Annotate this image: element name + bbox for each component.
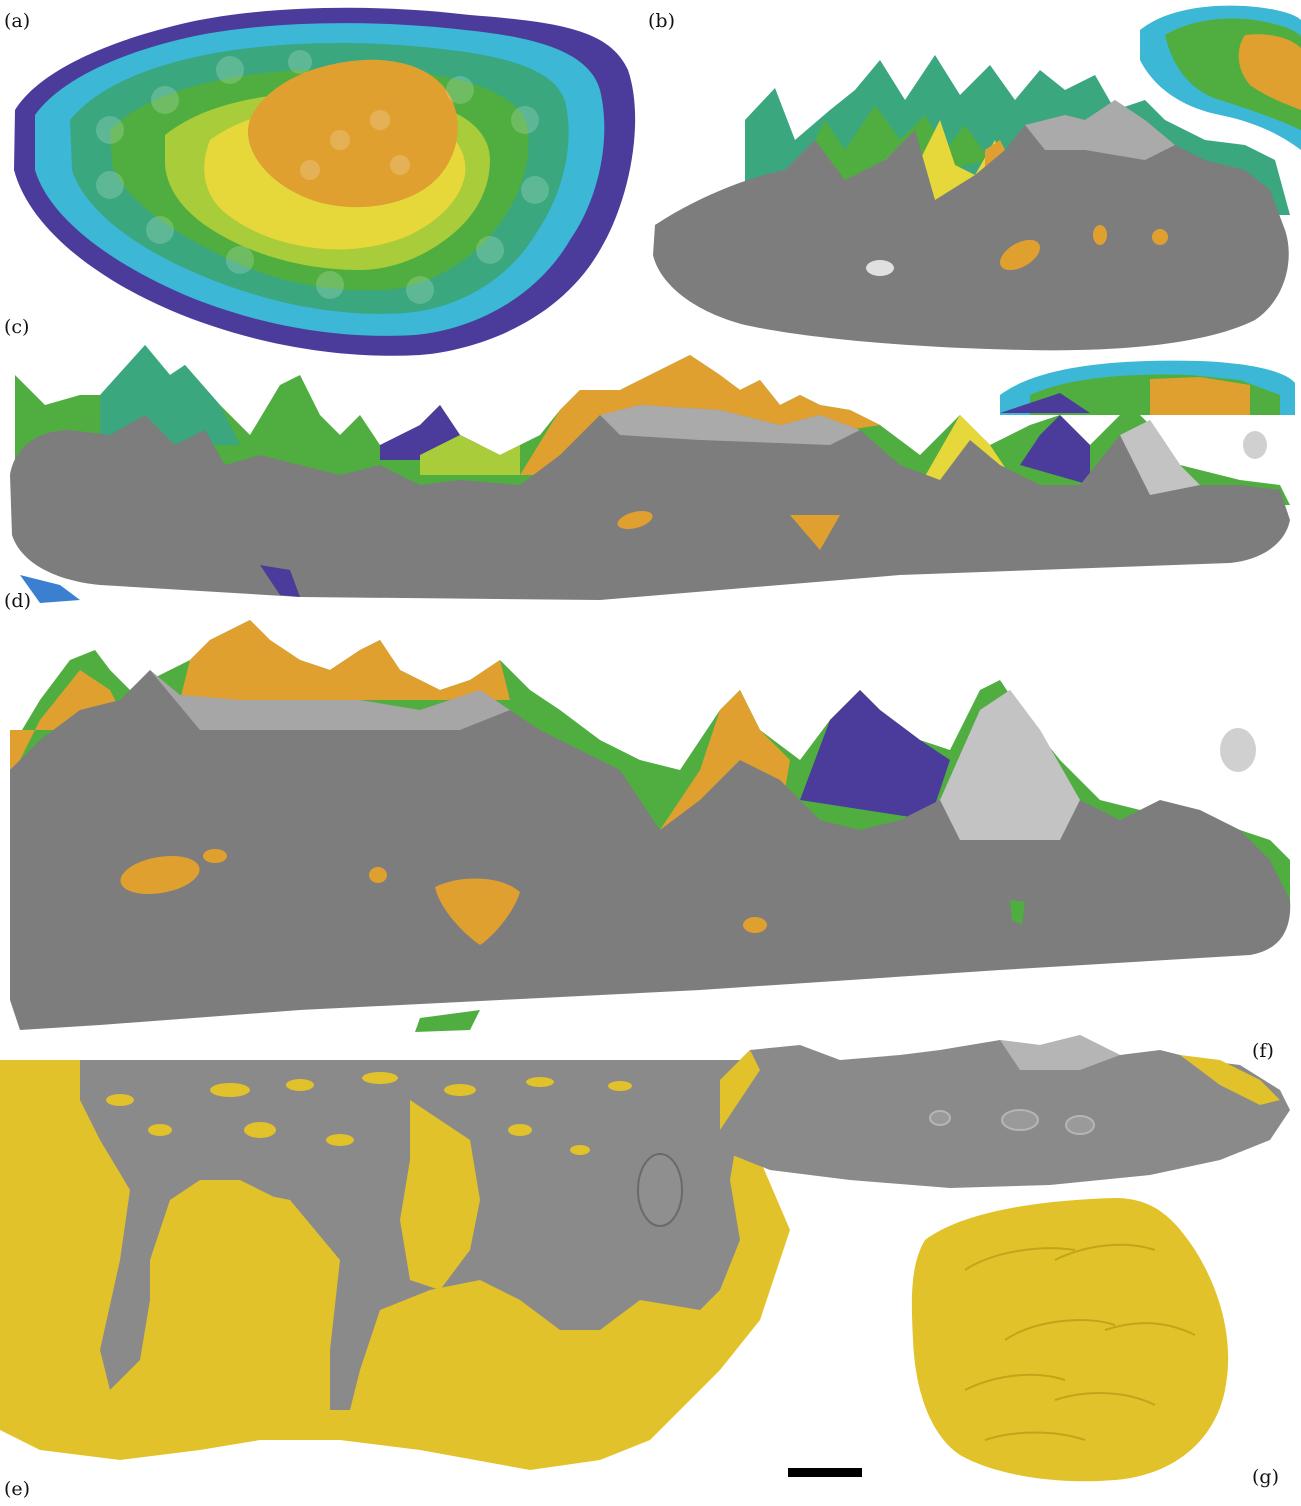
panel-e-image [0, 1060, 795, 1480]
panel-b-image [645, 0, 1301, 360]
panel-label-d: (d) [4, 590, 31, 612]
panel-label-c: (c) [4, 316, 30, 338]
scale-bar [788, 1468, 862, 1477]
panel-label-a: (a) [4, 10, 31, 32]
panel-f-image [700, 1030, 1300, 1200]
panel-label-e: (e) [4, 1478, 31, 1500]
panel-d-image [0, 600, 1301, 1060]
panel-label-b: (b) [648, 10, 675, 32]
panel-a-image [0, 0, 650, 360]
panel-label-g: (g) [1252, 1466, 1279, 1488]
panel-c-image [0, 335, 1301, 610]
panel-label-f: (f) [1252, 1040, 1274, 1062]
panel-g-image [905, 1190, 1245, 1490]
